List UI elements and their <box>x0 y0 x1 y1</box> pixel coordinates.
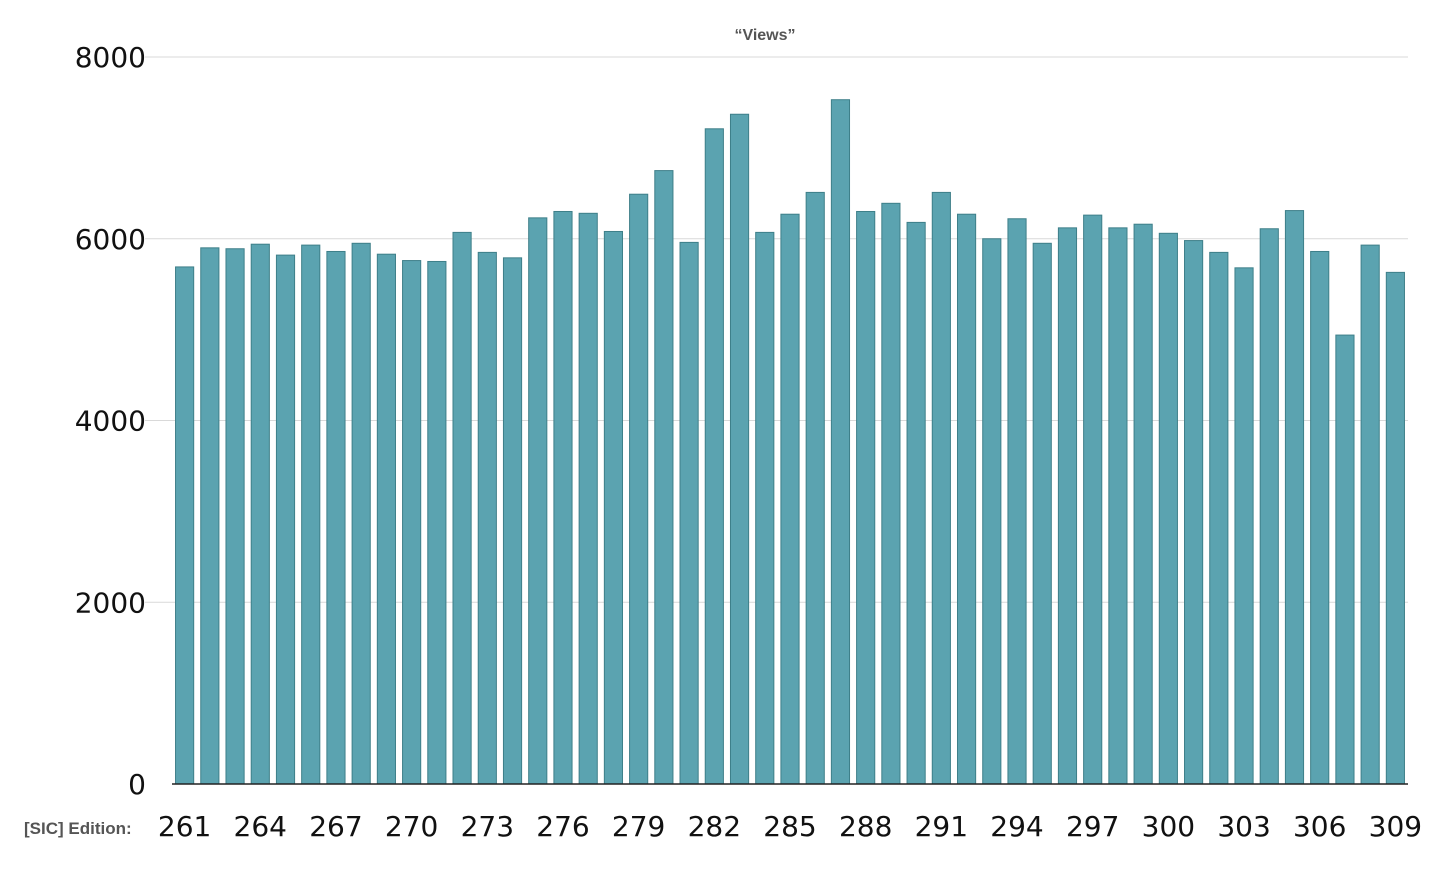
bar-301 <box>1184 240 1204 785</box>
bar-284 <box>755 231 775 785</box>
y-axis-ticks: 0 2000 4000 6000 8000 <box>75 41 146 801</box>
x-tick-label: 300 <box>1142 810 1195 843</box>
bar-307 <box>1335 334 1355 785</box>
x-tick-label: 276 <box>536 810 589 843</box>
bar-306 <box>1310 250 1330 785</box>
bar-274 <box>502 257 523 785</box>
x-tick-label: 294 <box>990 810 1043 843</box>
x-tick-label: 270 <box>385 810 438 843</box>
x-tick-label: 309 <box>1369 810 1422 843</box>
chart-title: “Views” <box>734 27 795 44</box>
bar-302 <box>1209 251 1229 785</box>
bar-266 <box>301 244 321 785</box>
bar-297 <box>1083 214 1103 785</box>
x-tick-label: 261 <box>158 810 211 843</box>
bar-300 <box>1158 232 1178 785</box>
bar-296 <box>1057 227 1078 785</box>
y-tick-label: 8000 <box>75 41 146 74</box>
bar-289 <box>881 202 901 785</box>
bar-275 <box>528 217 548 785</box>
bar-263 <box>225 248 245 785</box>
bar-267 <box>326 250 346 785</box>
x-tick-label: 264 <box>234 810 287 843</box>
x-tick-label: 279 <box>612 810 665 843</box>
y-tick-label: 6000 <box>75 223 146 256</box>
bar-278 <box>603 230 624 785</box>
bar-271 <box>427 260 447 785</box>
bar-273 <box>477 251 497 785</box>
y-tick-label: 4000 <box>75 405 146 438</box>
x-tick-label: 282 <box>688 810 741 843</box>
x-tick-label: 288 <box>839 810 892 843</box>
bar-290 <box>906 221 926 785</box>
bar-265 <box>275 254 296 785</box>
bar-280 <box>654 170 674 785</box>
bar-272 <box>452 231 472 785</box>
bar-276 <box>553 210 573 785</box>
bar-279 <box>629 193 649 785</box>
x-tick-label: 285 <box>763 810 816 843</box>
x-tick-label: 303 <box>1217 810 1270 843</box>
bar-282 <box>704 128 724 785</box>
bar-261 <box>175 266 195 785</box>
bar-303 <box>1234 267 1254 785</box>
bar-270 <box>402 260 422 785</box>
bar-293 <box>982 238 1002 785</box>
bar-295 <box>1032 242 1052 785</box>
bar-308 <box>1360 244 1380 785</box>
bars <box>175 99 1405 785</box>
bar-262 <box>200 247 220 785</box>
bar-291 <box>931 191 951 785</box>
x-tick-label: 267 <box>309 810 362 843</box>
bar-288 <box>856 210 876 785</box>
y-tick-label: 0 <box>128 768 146 801</box>
bar-292 <box>956 213 977 785</box>
bar-286 <box>805 191 825 785</box>
bar-294 <box>1007 218 1027 785</box>
bar-269 <box>376 253 396 785</box>
x-tick-label: 306 <box>1293 810 1346 843</box>
bar-309 <box>1385 271 1405 785</box>
bar-298 <box>1108 227 1128 785</box>
bar-305 <box>1284 210 1305 785</box>
bar-283 <box>729 113 750 785</box>
bar-299 <box>1133 223 1153 785</box>
bar-264 <box>250 243 270 785</box>
bar-281 <box>679 241 699 785</box>
x-axis-label: [SIC] Edition: <box>24 819 132 838</box>
x-tick-label: 297 <box>1066 810 1119 843</box>
bar-287 <box>830 99 851 785</box>
bar-304 <box>1259 228 1279 785</box>
x-tick-label: 291 <box>915 810 968 843</box>
bar-285 <box>780 213 800 785</box>
bar-277 <box>578 212 598 785</box>
y-tick-label: 2000 <box>75 586 146 619</box>
bar-268 <box>351 242 371 785</box>
x-tick-label: 273 <box>461 810 514 843</box>
x-axis-ticks: 261 264 267 270 273 276 279 282 285 288 291 294 297 3… <box>158 810 1422 843</box>
